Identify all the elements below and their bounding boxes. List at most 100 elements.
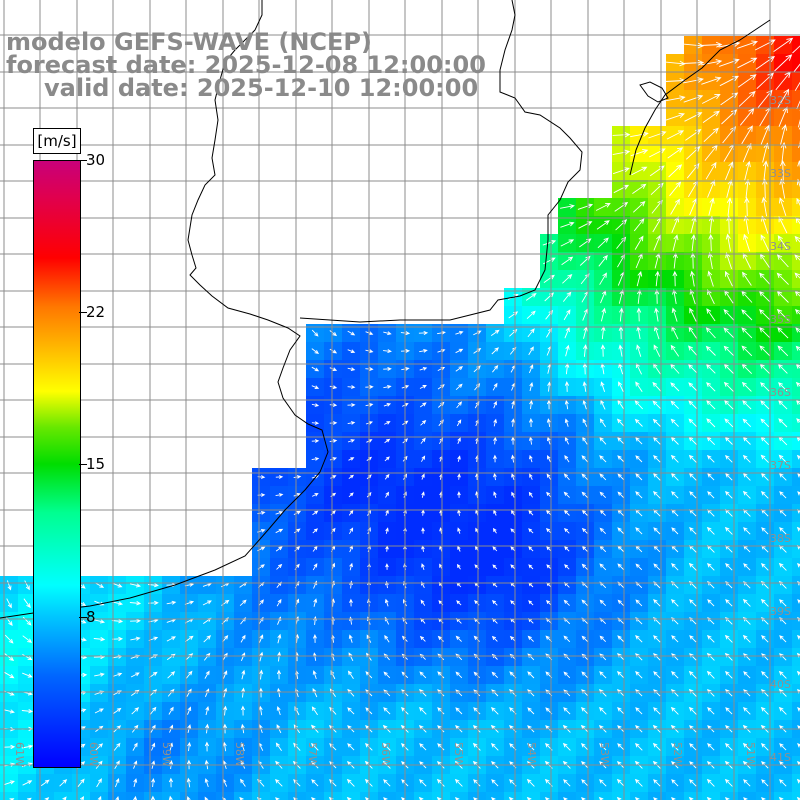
field-cell — [792, 288, 800, 307]
wind-arrow — [690, 252, 696, 269]
field-cell — [540, 792, 559, 800]
field-cell — [270, 792, 289, 800]
wind-arrow — [111, 619, 124, 624]
wind-arrow — [3, 780, 15, 786]
wind-arrow — [528, 564, 534, 570]
wind-arrow — [653, 707, 661, 715]
field-cell — [450, 792, 469, 800]
wind-arrow — [529, 382, 534, 392]
wind-arrow — [725, 252, 733, 270]
wind-arrow — [744, 160, 751, 181]
field-cell — [792, 738, 800, 757]
wind-arrow — [760, 400, 770, 410]
wind-arrow — [492, 564, 498, 570]
field-cell — [792, 72, 800, 91]
wind-arrow — [310, 742, 319, 751]
field-cell — [792, 774, 800, 793]
latitude-label: 41S — [770, 751, 791, 764]
wind-arrow — [739, 107, 755, 126]
wind-arrow — [6, 580, 12, 591]
field-cell — [792, 576, 800, 595]
wind-arrow — [700, 41, 723, 48]
field-cell — [792, 612, 800, 631]
wind-arrow — [277, 633, 282, 644]
wind-arrow — [634, 742, 643, 751]
field-cell — [720, 792, 739, 800]
wind-arrow — [779, 491, 787, 499]
wind-arrow — [546, 491, 552, 498]
wind-arrow — [613, 184, 630, 194]
latitude-label: 37S — [770, 459, 791, 472]
wind-arrow — [6, 598, 12, 609]
wind-arrow — [239, 599, 247, 607]
field-cell — [792, 702, 800, 721]
wind-arrow — [724, 634, 733, 643]
wind-arrow — [258, 634, 264, 643]
wind-arrow — [670, 598, 679, 607]
wind-arrow — [492, 382, 498, 391]
wind-arrow — [743, 215, 749, 234]
wind-arrow — [794, 81, 800, 91]
longitude-label: 61W — [13, 742, 26, 767]
wind-arrow — [683, 77, 704, 84]
wind-arrow — [202, 600, 212, 606]
field-cell — [792, 468, 800, 487]
wind-arrow — [705, 363, 716, 374]
wind-arrow — [330, 492, 337, 497]
wind-arrow — [131, 689, 140, 696]
wind-arrow — [759, 272, 771, 286]
wind-arrow — [436, 796, 442, 800]
wind-arrow — [688, 706, 697, 715]
wind-arrow — [111, 601, 124, 606]
wind-arrow — [150, 795, 156, 800]
wind-arrow — [615, 219, 628, 231]
wind-arrow — [419, 743, 427, 751]
wind-arrow — [778, 454, 787, 463]
wind-arrow — [617, 707, 625, 715]
wind-arrow — [330, 475, 337, 479]
wind-arrow — [741, 309, 753, 321]
wind-arrow — [581, 599, 589, 607]
field-cell — [792, 54, 800, 73]
field-cell — [792, 234, 800, 253]
wind-arrow — [616, 778, 625, 787]
wind-arrow — [167, 671, 176, 679]
wind-arrow — [564, 381, 570, 392]
wind-arrow — [329, 330, 338, 337]
wind-arrow — [418, 706, 427, 715]
wind-arrow — [635, 671, 643, 679]
wind-arrow — [793, 63, 800, 73]
wind-arrow — [652, 490, 661, 499]
wind-arrow — [385, 527, 389, 534]
field-cell — [684, 792, 703, 800]
field-cell — [72, 792, 91, 800]
wind-arrow — [670, 472, 679, 481]
wind-arrow — [635, 491, 643, 499]
wind-arrow — [94, 708, 104, 714]
wind-arrow — [599, 635, 607, 643]
wind-arrow — [564, 436, 570, 445]
wind-arrow — [187, 741, 192, 752]
wind-arrow — [133, 778, 138, 788]
wind-arrow — [491, 347, 499, 355]
wind-arrow — [276, 669, 282, 680]
latitude-label: 34S — [770, 240, 791, 253]
wind-arrow — [670, 742, 679, 751]
wind-arrow — [616, 796, 622, 800]
wind-arrow — [581, 527, 588, 534]
wind-arrow — [511, 473, 515, 481]
wind-arrow — [690, 234, 696, 251]
wind-arrow — [383, 797, 388, 800]
wind-arrow — [384, 438, 391, 444]
wind-arrow — [672, 270, 678, 287]
wind-arrow — [44, 797, 50, 800]
wind-arrow — [616, 418, 625, 428]
wind-arrow — [671, 491, 679, 499]
wind-arrow — [778, 472, 787, 481]
wind-arrow — [151, 777, 156, 788]
wind-arrow — [79, 796, 85, 800]
wind-arrow — [635, 437, 643, 445]
wind-arrow — [490, 742, 499, 751]
wind-arrow — [654, 270, 660, 287]
wind-arrow — [349, 527, 354, 535]
